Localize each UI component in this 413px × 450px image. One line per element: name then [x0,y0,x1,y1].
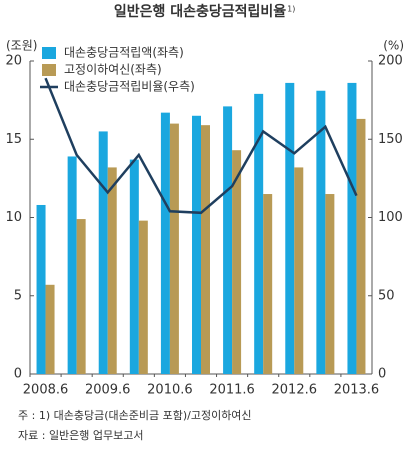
bar [192,115,201,375]
bar [67,156,77,374]
bar [347,82,357,374]
bar [98,131,108,374]
bar [325,194,335,374]
y-tick-label: 20 [5,54,22,69]
bar [294,167,304,374]
bar [232,150,242,374]
bar [169,123,179,374]
legend-swatch [42,64,56,76]
y2-tick-label: 0 [378,367,386,382]
x-tick-label: 2012.6 [272,383,318,398]
legend-label: 고정이하여신(좌측) [64,63,162,77]
bar [316,90,326,375]
y-tick-label: 5 [14,288,22,303]
bar [201,125,210,374]
legend-swatch [42,47,56,59]
x-tick-label: 2013.6 [334,383,380,398]
y-tick-label: 0 [14,367,22,382]
bar [36,204,46,374]
y2-tick-label: 150 [378,132,403,147]
bar [45,284,55,374]
bar [254,93,264,375]
y2-tick-label: 200 [378,54,403,69]
title-note: 1) [287,5,295,14]
y-unit: (조원) [6,39,37,53]
line [44,77,358,215]
y2-unit: (%) [383,39,404,53]
x-tick-label: 2008.6 [23,383,69,398]
bar [263,194,273,374]
bar [76,219,86,374]
chart-title: 일반은행 대손충당금적립비율 [114,3,286,20]
x-tick-label: 2010.6 [147,383,193,398]
bar [129,159,139,374]
y-tick-label: 10 [5,210,22,225]
bar [160,112,170,375]
y-tick-label: 15 [5,132,22,147]
legend-label: 대손충당금적립비율(우측) [64,80,195,94]
bar [356,118,366,374]
bar [107,167,117,374]
x-tick-label: 2011.6 [209,383,255,398]
note: 자료 : 일반은행 업무보고서 [18,428,144,442]
bar [138,220,148,374]
y2-tick-label: 50 [378,288,395,303]
x-tick-label: 2009.6 [85,383,131,398]
y2-tick-label: 100 [378,210,403,225]
bar [223,106,233,374]
legend-label: 대손충당금적립액(좌측) [64,46,184,60]
note: 주 : 1) 대손충당금(대손준비금 포함)/고정이하여신 [18,408,252,422]
bar [285,82,295,374]
